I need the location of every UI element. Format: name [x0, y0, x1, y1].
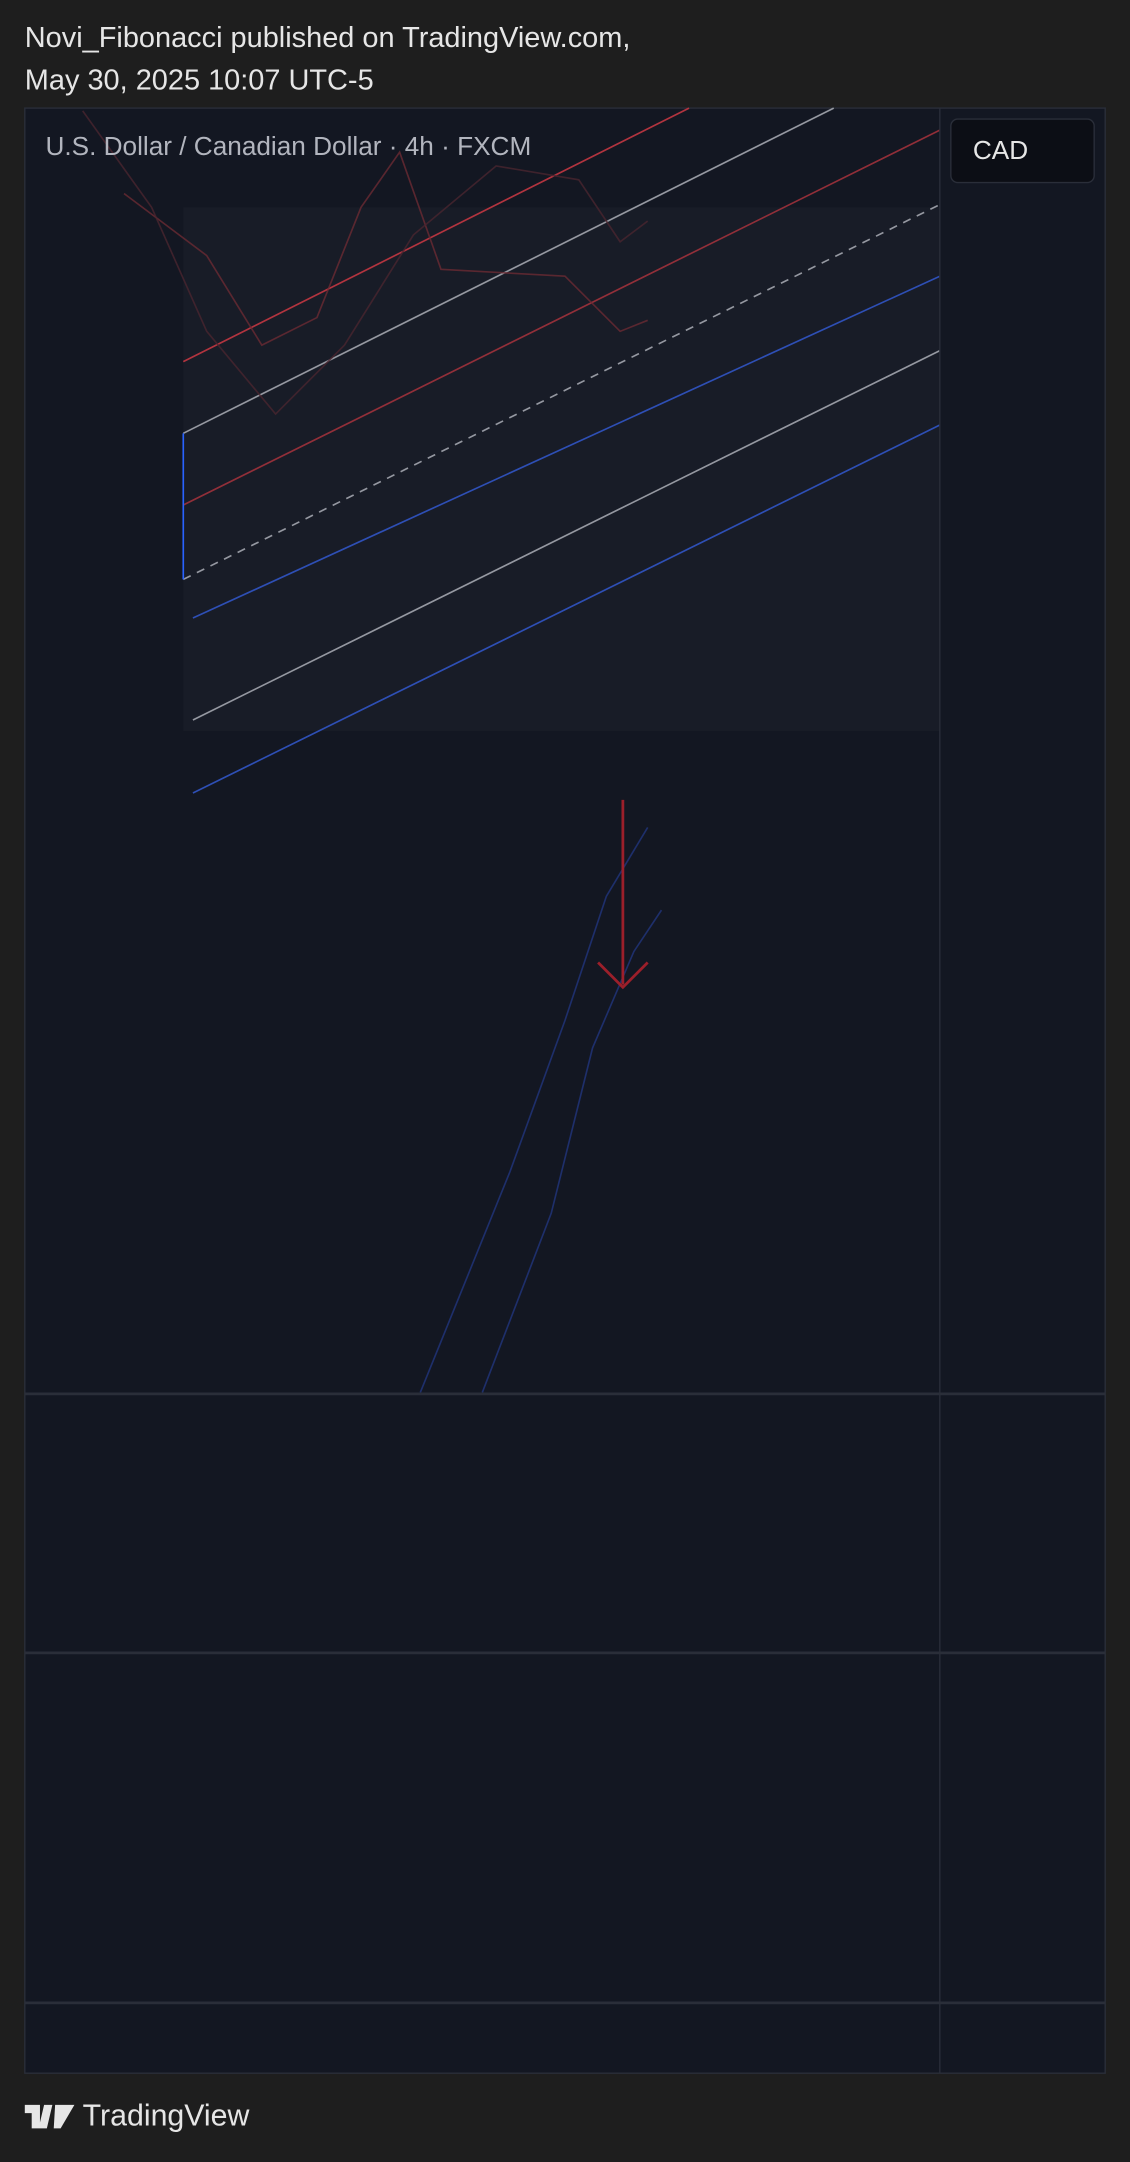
chart-frame — [24, 107, 1106, 2074]
channel-fill — [183, 207, 940, 731]
logo: TradingView — [24, 2099, 250, 2132]
publish-date: May 30, 2025 10:07 UTC-5 — [25, 65, 374, 97]
channel-line — [192, 275, 941, 619]
channel-line — [182, 107, 835, 435]
footer-brand: TradingView — [83, 2099, 250, 2132]
channel-line — [182, 107, 690, 363]
channel-line — [192, 349, 941, 721]
drawings — [82, 107, 941, 1393]
logo-mark — [24, 2104, 75, 2129]
bollinger-band — [481, 909, 663, 1393]
arrow-head — [597, 961, 649, 990]
bollinger-band — [419, 827, 649, 1393]
moving-average — [123, 150, 648, 347]
symbol-title: U.S. Dollar / Canadian Dollar · 4h · FXC… — [45, 131, 531, 161]
channel-line — [182, 129, 941, 506]
channel-line — [192, 424, 941, 794]
currency[interactable]: CAD — [973, 135, 1028, 165]
publisher: Novi_Fibonacci published on TradingView.… — [25, 22, 631, 54]
moving-average — [82, 110, 649, 416]
currency-box[interactable] — [950, 118, 1095, 184]
channel-line — [182, 203, 941, 581]
